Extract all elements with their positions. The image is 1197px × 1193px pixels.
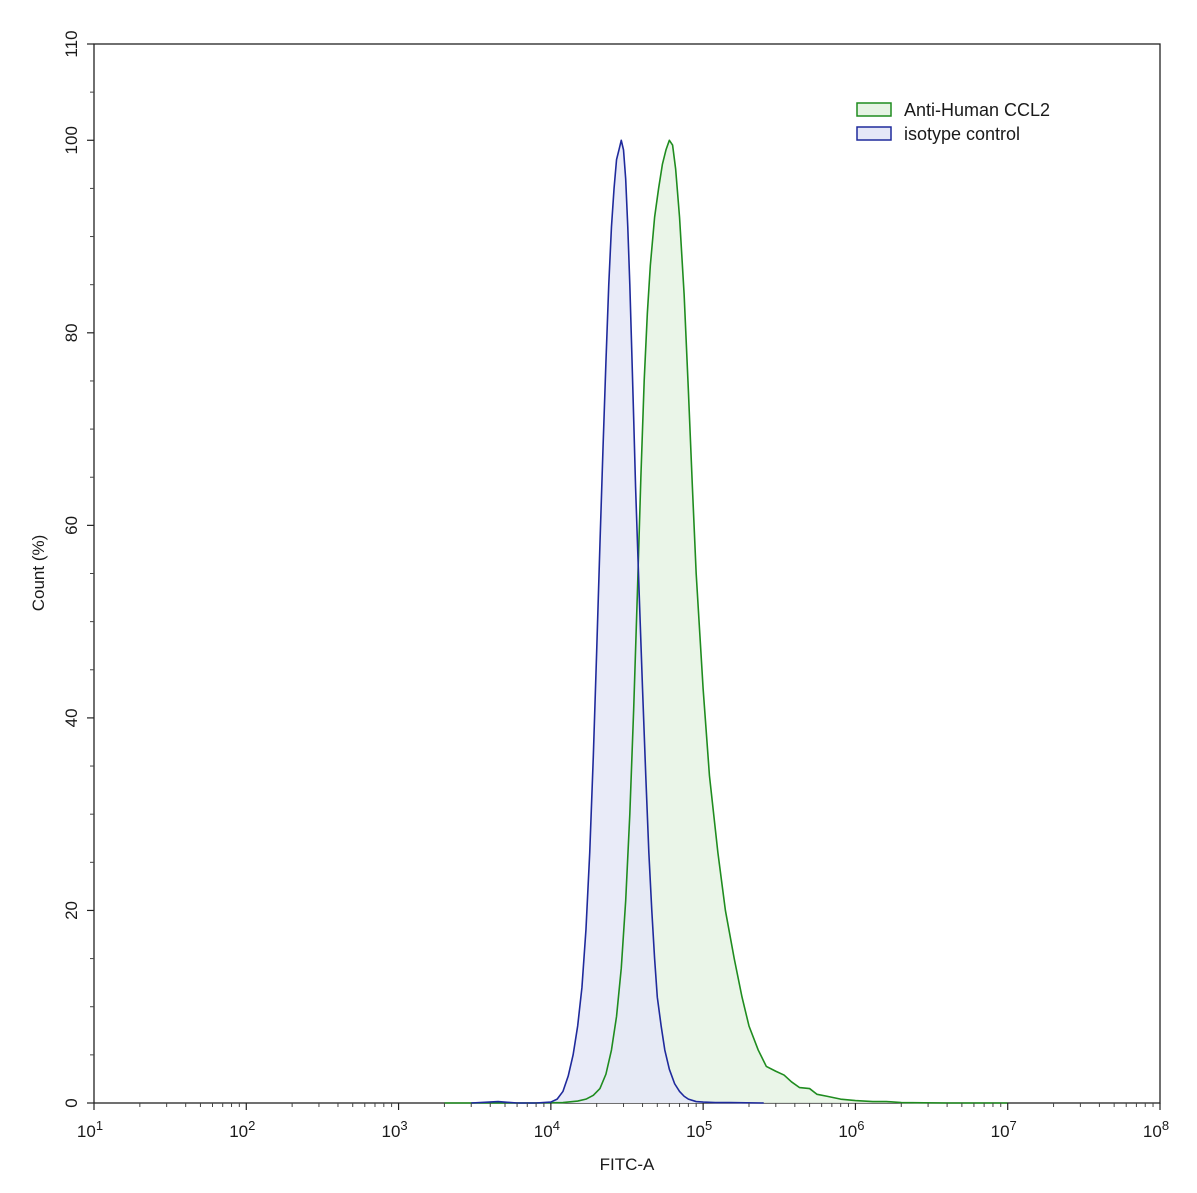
- series-layer: [444, 139, 1008, 1104]
- x-tick-label-5: 106: [838, 1118, 864, 1141]
- x-tick-label-base-3: 10: [534, 1122, 553, 1141]
- x-tick-label-exp-6: 7: [1010, 1118, 1017, 1133]
- series-fill-isotype-control: [471, 140, 764, 1103]
- series-fill-anti-human-ccl2: [444, 140, 1008, 1103]
- y-tick-label-2: 40: [62, 708, 81, 727]
- x-tick-label-1: 102: [229, 1118, 255, 1141]
- legend: Anti-Human CCL2 isotype control: [856, 100, 1050, 144]
- x-tick-label-2: 103: [381, 1118, 407, 1141]
- x-tick-label-exp-3: 4: [553, 1118, 560, 1133]
- x-axis-title: FITC-A: [600, 1155, 655, 1174]
- x-tick-label-3: 104: [534, 1118, 560, 1141]
- x-tick-label-7: 108: [1143, 1118, 1169, 1141]
- legend-label-anti-human-ccl2: Anti-Human CCL2: [904, 100, 1050, 120]
- x-tick-label-4: 105: [686, 1118, 712, 1141]
- x-tick-label-base-7: 10: [1143, 1122, 1162, 1141]
- y-tick-label-6: 110: [62, 30, 81, 57]
- series-line-anti-human-ccl2: [444, 139, 1008, 1104]
- x-tick-label-base-2: 10: [381, 1122, 400, 1141]
- y-axis-title: Count (%): [29, 535, 48, 612]
- x-tick-label-base-1: 10: [229, 1122, 248, 1141]
- x-tick-label-0: 101: [77, 1118, 103, 1141]
- x-tick-label-base-6: 10: [991, 1122, 1010, 1141]
- x-tick-label-exp-0: 1: [96, 1118, 103, 1133]
- y-tick-label-3: 60: [62, 516, 81, 535]
- x-tick-label-exp-4: 5: [705, 1118, 712, 1133]
- x-tick-label-6: 107: [991, 1118, 1017, 1141]
- legend-swatch-anti-human-ccl2: [856, 102, 892, 117]
- legend-label-isotype-control: isotype control: [904, 124, 1020, 144]
- x-tick-label-exp-7: 8: [1162, 1118, 1169, 1133]
- series-line-isotype-control: [471, 139, 764, 1104]
- x-tick-label-exp-5: 6: [857, 1118, 864, 1133]
- legend-swatch-isotype-control: [856, 126, 892, 141]
- y-tick-label-1: 20: [62, 901, 81, 920]
- x-tick-label-exp-1: 2: [248, 1118, 255, 1133]
- x-tick-label-base-0: 10: [77, 1122, 96, 1141]
- x-tick-label-base-5: 10: [838, 1122, 857, 1141]
- y-tick-label-5: 100: [62, 126, 81, 154]
- y-tick-label-0: 0: [62, 1098, 81, 1107]
- x-tick-label-exp-2: 3: [400, 1118, 407, 1133]
- x-tick-label-base-4: 10: [686, 1122, 705, 1141]
- y-tick-label-4: 80: [62, 323, 81, 342]
